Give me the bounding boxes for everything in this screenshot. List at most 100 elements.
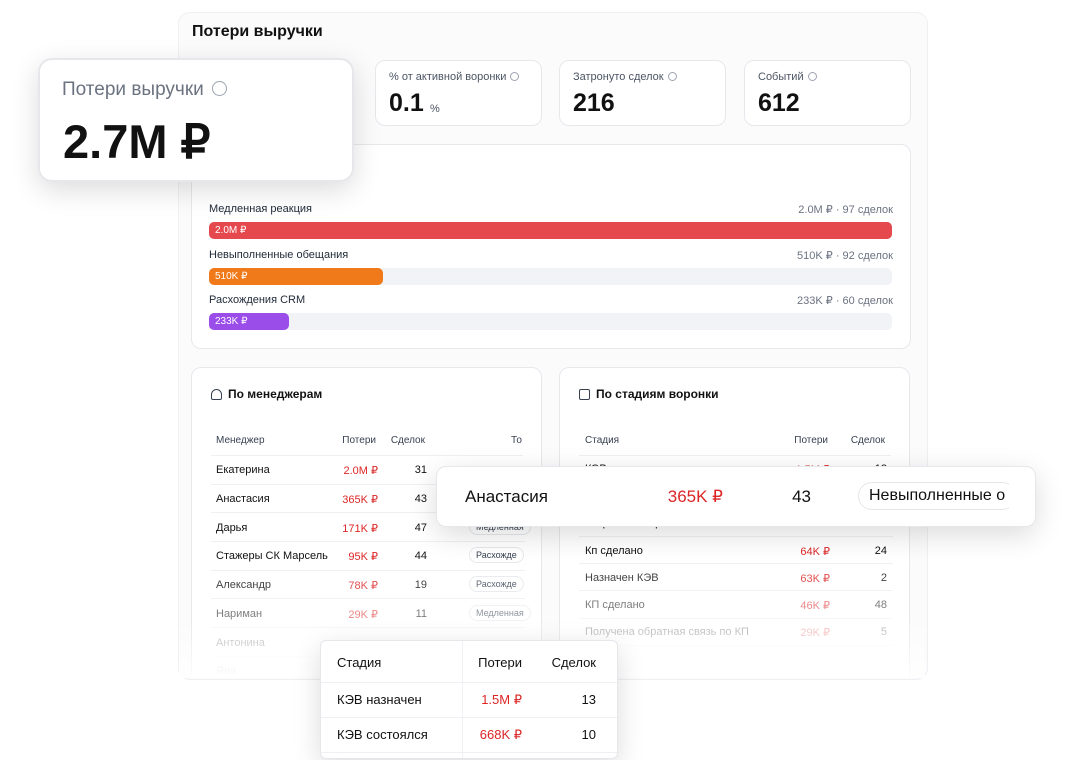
table-row: Кп сделано 64K ₽ 24 (560, 537, 909, 565)
kpi-label: Потери выручки (62, 79, 227, 101)
column-header: Сделок (390, 435, 425, 446)
stage-popup: Стадия Потери Сделок КЭВ назначен 1.5M ₽ 13 КЭ… (320, 640, 618, 759)
row-deals: 31 (414, 464, 427, 477)
bar-track: 2.0M ₽ (209, 222, 892, 239)
row-loss: 29K ₽ (348, 608, 378, 621)
row-line (579, 455, 891, 456)
row-deals: 11 (415, 607, 427, 620)
reason-label: Расхождения CRM (209, 294, 306, 306)
row-clip: Анастасия 365K ₽ 43 Невыполненные о (437, 467, 1009, 526)
panel-icon (579, 389, 590, 400)
bar: 233K ₽ (209, 313, 289, 330)
highlight-popup: Анастасия 365K ₽ 43 Невыполненные о (436, 466, 1036, 527)
reason-label: Невыполненные обещания (209, 248, 349, 261)
row-deals: 10 (581, 727, 596, 742)
column-header: Потери (478, 655, 522, 670)
reason-chip: Расхожде (469, 576, 524, 593)
panel-title: Потери выручки (192, 23, 323, 40)
bar-label: 510K ₽ (215, 270, 248, 282)
row-line (579, 590, 893, 592)
kpi-value: 0.1 (389, 89, 424, 117)
row-name: Нариман (216, 607, 263, 620)
reason-summary: 233K ₽ · 60 сделок (797, 295, 893, 307)
row-line (211, 512, 525, 514)
bar: 2.0M ₽ (209, 222, 892, 239)
reason-chip: Расхожде (469, 547, 524, 564)
row-loss: 365K ₽ (667, 487, 723, 506)
info-icon (667, 72, 677, 81)
row-line (321, 717, 617, 718)
row-deals: 43 (792, 487, 811, 506)
row-name: Кп сделано (585, 544, 643, 557)
row-deals: 19 (414, 579, 427, 592)
row-name: Александр (216, 579, 272, 592)
panel-header: По стадиям воронки (596, 387, 719, 401)
row-line (211, 483, 525, 485)
row-line (579, 535, 893, 537)
kpi-label: Событий (758, 71, 817, 83)
row-name: Анастасия (465, 487, 548, 506)
column-header: Сделок (551, 655, 596, 670)
kpi-value: 216 (573, 89, 615, 117)
row-loss: 78K ₽ (348, 580, 378, 593)
table-row: Екатерина 2.0M ₽ 31 (192, 456, 541, 485)
panel-header: По менеджерам (228, 387, 323, 401)
kpi-unit: % (430, 103, 440, 115)
bar-label: 2.0M ₽ (215, 225, 247, 236)
row-loss: 2.0M ₽ (343, 465, 378, 478)
bar: 510K ₽ (209, 267, 384, 285)
row-loss: 365K ₽ (342, 494, 378, 507)
panel-icon (211, 389, 222, 400)
reason-label: Медленная реакция (209, 203, 312, 215)
column-header: То (511, 435, 522, 446)
info-icon (807, 72, 817, 81)
row-loss: 1.5M ₽ (481, 692, 522, 707)
row-loss: 95K ₽ (348, 551, 378, 564)
row-name: Дарья (216, 521, 248, 534)
row-line (211, 455, 523, 456)
column-header: Сделок (850, 435, 885, 446)
row-loss: 46K ₽ (800, 600, 830, 613)
row-line (579, 617, 893, 619)
row-name: Назначен КЭВ (585, 571, 659, 584)
table-row: Назначен КЭВ 63K ₽ 2 (560, 564, 909, 592)
row-name: Анастасия (216, 493, 270, 506)
row-name: КЭВ назначен (337, 692, 422, 707)
bar-track: 510K ₽ (209, 267, 892, 285)
row-line (321, 682, 617, 683)
column-header: Потери (342, 435, 376, 446)
info-icon (211, 81, 227, 96)
row-loss: 63K ₽ (800, 572, 830, 585)
column-divider (462, 641, 463, 758)
kpi-card: Затронуто сделок 216 (559, 60, 726, 126)
row-deals: 48 (874, 599, 887, 612)
row-name: КЭВ состоялся (337, 727, 428, 742)
table-row: Стажеры СК Марсель 95K ₽ 44 Расхожде (192, 542, 541, 571)
row-deals: 2 (880, 571, 887, 584)
kpi-card: % от активной воронки 0.1% (375, 60, 542, 126)
row-loss: 171K ₽ (342, 522, 378, 535)
reason-chip: Медленная (469, 604, 531, 621)
table-row: Анастасия 365K ₽ 43 (192, 485, 541, 514)
column-header: Стадия (337, 655, 382, 670)
table-row: КП сделано 46K ₽ 48 (560, 592, 909, 619)
table-row: Александр 78K ₽ 19 Расхожде (192, 571, 541, 600)
row-line (579, 563, 893, 565)
row-line (321, 752, 617, 753)
bar-track: 233K ₽ (209, 313, 892, 330)
reason-chip: Невыполненные о (858, 482, 1009, 510)
kpi-label: % от активной воронки (389, 71, 520, 83)
reason-summary: 2.0M ₽ · 97 сделок (798, 204, 893, 216)
row-deals: 24 (874, 544, 887, 557)
row-deals: 47 (414, 521, 427, 534)
row-name: Стажеры СК Марсель (216, 550, 328, 563)
kpi-label: Затронуто сделок (573, 71, 677, 83)
reason-summary: 510K ₽ · 92 сделок (797, 249, 893, 262)
kpi-popup: Потери выручки 2.7M ₽ (38, 58, 354, 182)
row-line (211, 541, 525, 543)
row-loss: 668K ₽ (479, 727, 522, 742)
row-loss: 64K ₽ (800, 545, 830, 558)
row-deals: 44 (414, 550, 427, 563)
